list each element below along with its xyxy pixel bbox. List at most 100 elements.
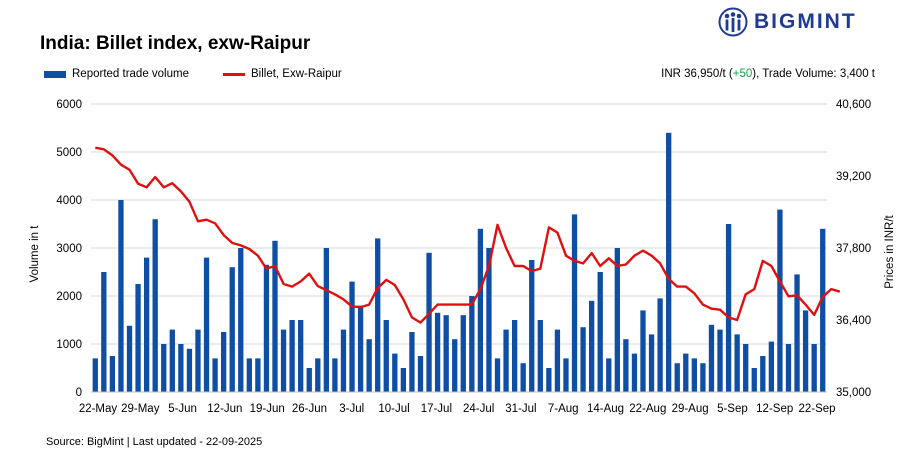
volume-bar — [777, 209, 783, 392]
volume-bar — [477, 228, 484, 392]
volume-bar — [255, 358, 261, 392]
volume-bar — [161, 344, 167, 392]
price-summary: INR 36,950/t (+50), Trade Volume: 3,400 … — [661, 68, 875, 80]
y-right-tick-label: 36,400 — [836, 315, 871, 327]
price-line — [95, 146, 841, 324]
volume-bar — [563, 358, 569, 392]
volume-bar — [272, 240, 278, 392]
volume-bar — [623, 339, 629, 392]
volume-bar — [315, 358, 321, 392]
volume-bar — [597, 272, 603, 392]
summary-price: INR 36,950/t ( — [661, 68, 733, 80]
legend-item-volume: Reported trade volume — [44, 68, 189, 80]
volume-bar — [580, 327, 586, 392]
volume-bar — [785, 344, 792, 392]
summary-volume: ), Trade Volume: 3,400 t — [752, 68, 875, 80]
x-tick-label: 31-Jul — [505, 403, 536, 415]
x-tick-label: 22-Aug — [629, 403, 666, 415]
volume-bar — [503, 329, 509, 392]
volume-bar — [529, 260, 535, 392]
legend-swatch-bar — [44, 70, 66, 78]
volume-bar — [734, 334, 740, 392]
x-tick-label: 5-Jun — [168, 403, 197, 415]
volume-bar — [118, 200, 124, 392]
x-tick-label: 3-Jul — [339, 403, 364, 415]
volume-bar — [101, 272, 107, 392]
source-note: Source: BigMint | Last updated - 22-09-2… — [46, 436, 263, 448]
volume-bar — [357, 305, 364, 392]
volume-bar — [520, 363, 526, 392]
volume-bar — [460, 315, 466, 392]
y-left-tick-label: 6000 — [56, 99, 82, 111]
line-series — [95, 146, 841, 324]
x-tick-label: 10-Jul — [378, 403, 409, 415]
volume-bar — [263, 264, 270, 392]
bar-series — [92, 132, 826, 393]
volume-bar — [400, 368, 407, 392]
volume-bar — [751, 368, 757, 392]
y-left-tick-label: 4000 — [56, 195, 82, 207]
volume-bar — [220, 332, 227, 392]
summary-change: +50 — [732, 68, 753, 80]
volume-bar — [383, 320, 389, 392]
bigmint-logo-icon — [718, 7, 748, 37]
volume-bar — [186, 348, 193, 392]
volume-bar — [109, 356, 116, 392]
volume-bar — [768, 341, 775, 392]
legend-label-price: Billet, Exw-Raipur — [250, 68, 342, 80]
volume-bar — [280, 329, 287, 392]
volume-bar — [426, 252, 432, 392]
volume-bar — [683, 353, 689, 392]
volume-bar — [811, 344, 817, 392]
y-left-axis-title: Volume in t — [29, 225, 41, 283]
y-right-tick-label: 35,000 — [836, 387, 871, 399]
volume-bar — [340, 329, 347, 392]
x-tick-label: 29-Aug — [672, 403, 709, 415]
volume-bar — [195, 329, 201, 392]
volume-bar — [708, 324, 715, 392]
volume-bar — [212, 358, 218, 392]
volume-bar — [469, 296, 475, 392]
volume-bar — [802, 310, 809, 392]
x-tick-label: 19-Jun — [250, 403, 285, 415]
volume-bar — [717, 329, 723, 392]
legend-item-price: Billet, Exw-Raipur — [222, 68, 342, 80]
volume-bar — [366, 339, 372, 392]
y-right-axis-title: Prices in INR/t — [884, 214, 896, 288]
y-right-tick-label: 40,600 — [836, 99, 871, 111]
volume-bar — [306, 368, 312, 392]
volume-bar — [648, 334, 655, 392]
volume-bar — [794, 274, 800, 392]
y-left-tick-label: 0 — [76, 387, 82, 399]
x-tick-label: 14-Aug — [587, 403, 624, 415]
volume-bar — [588, 300, 595, 392]
volume-bar — [375, 238, 381, 392]
volume-bar — [614, 248, 620, 392]
x-tick-label: 12-Jun — [207, 403, 242, 415]
volume-bar — [203, 257, 210, 392]
x-tick-label: 29-May — [121, 403, 160, 415]
legend-swatch-line — [222, 72, 245, 76]
volume-bar — [417, 356, 424, 392]
brand-name: BIGMINT — [754, 10, 857, 33]
volume-bar — [135, 284, 141, 392]
y-left-tick-label: 2000 — [56, 291, 82, 303]
volume-bar — [511, 320, 518, 392]
volume-bar — [332, 358, 338, 392]
chart-title: India: Billet index, exw-Raipur — [40, 33, 311, 54]
volume-bar — [606, 358, 612, 392]
axes: 0 1000 2000 3000 4000 5000 6000 35,000 36,400 37,… — [29, 99, 896, 415]
volume-bar — [246, 358, 252, 392]
volume-bar — [494, 358, 501, 392]
volume-bar — [238, 248, 244, 392]
x-tick-label: 5-Sep — [717, 403, 748, 415]
legend-label-volume: Reported trade volume — [72, 68, 189, 80]
volume-bar — [640, 310, 646, 392]
y-right-tick-label: 39,200 — [836, 171, 871, 183]
volume-bar — [554, 329, 561, 392]
volume-bar — [666, 132, 672, 393]
volume-bar — [178, 344, 184, 392]
volume-bar — [392, 353, 398, 392]
brand-logo: BIGMINT — [718, 4, 857, 40]
